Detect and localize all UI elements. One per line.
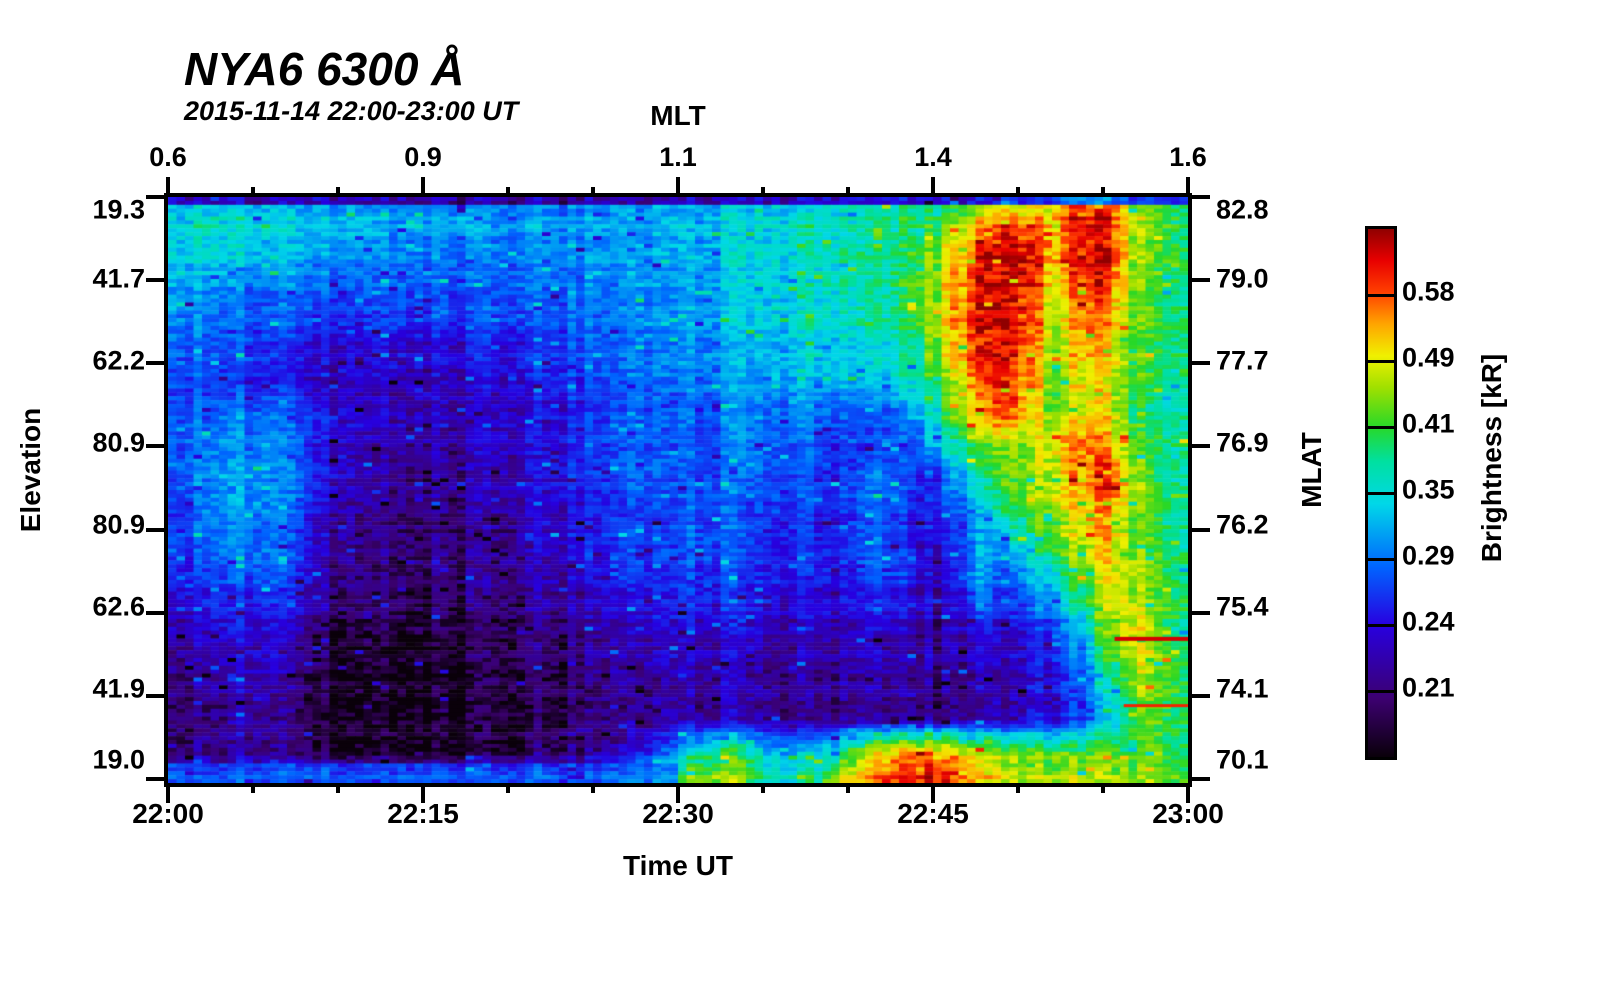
bottom-axis-tick-label: 22:15	[387, 798, 459, 829]
left-axis-tick-label: 80.9	[92, 427, 145, 458]
axis-tick	[761, 187, 765, 197]
axis-tick	[506, 187, 510, 197]
subtitle-date-range: 2015-11-14 22:00-23:00 UT	[184, 96, 519, 126]
axis-tick	[591, 187, 595, 197]
axis-tick	[146, 444, 168, 449]
axis-tick	[146, 777, 168, 781]
left-axis-tick-label: 19.3	[92, 194, 145, 225]
colorbar-tick-label: 0.29	[1402, 540, 1455, 571]
right-axis-tick-label: 77.7	[1216, 345, 1269, 376]
axis-tick	[1188, 777, 1210, 781]
axis-tick	[846, 187, 850, 197]
axis-tick	[251, 187, 255, 197]
axis-tick	[251, 783, 255, 793]
bottom-axis-tick-label: 23:00	[1152, 798, 1224, 829]
bottom-axis-title: Time UT	[623, 850, 733, 881]
colorbar-boundary	[1368, 359, 1394, 363]
page-title: NYA6 6300 Å	[184, 43, 465, 95]
axis-tick	[166, 177, 170, 197]
right-axis-tick-label: 76.9	[1216, 427, 1269, 458]
axis-tick	[931, 783, 935, 803]
axis-tick	[146, 527, 168, 532]
axis-tick	[336, 783, 340, 793]
top-axis-title: MLT	[650, 100, 706, 131]
colorbar	[1365, 226, 1397, 760]
axis-tick	[146, 361, 168, 366]
right-axis-tick-label: 82.8	[1216, 194, 1269, 225]
axis-tick	[1188, 693, 1210, 698]
axis-tick	[146, 195, 168, 199]
right-axis-title: MLAT	[1296, 432, 1327, 508]
axis-tick	[846, 783, 850, 793]
axis-tick	[336, 187, 340, 197]
bottom-axis-tick-label: 22:30	[642, 798, 714, 829]
axis-tick	[1188, 361, 1210, 366]
axis-tick	[506, 783, 510, 793]
left-axis-tick-label: 62.2	[92, 345, 145, 376]
colorbar-title: Brightness [kR]	[1476, 353, 1507, 563]
axis-tick	[676, 177, 680, 197]
axis-tick	[421, 783, 425, 803]
heatmap-plot-area	[168, 197, 1188, 783]
left-axis-tick-label: 41.7	[92, 263, 145, 294]
left-axis-tick-label: 41.9	[92, 673, 145, 704]
axis-tick	[146, 693, 168, 698]
axis-tick	[421, 177, 425, 197]
colorbar-boundary	[1368, 557, 1394, 561]
axis-tick	[1188, 278, 1210, 283]
axis-tick	[1016, 783, 1020, 793]
colorbar-tick-label: 0.41	[1402, 408, 1455, 439]
colorbar-tick-label: 0.24	[1402, 606, 1455, 637]
axis-tick	[1016, 187, 1020, 197]
top-axis-tick-label: 0.9	[404, 142, 442, 172]
colorbar-boundary	[1368, 689, 1394, 693]
axis-tick	[1188, 527, 1210, 532]
plot-frame	[164, 193, 1192, 787]
axis-tick	[931, 177, 935, 197]
axis-tick	[1188, 610, 1210, 615]
right-axis-tick-label: 74.1	[1216, 673, 1269, 704]
top-axis-tick-label: 0.6	[149, 142, 187, 172]
right-axis-tick-label: 76.2	[1216, 509, 1269, 540]
top-axis-tick-label: 1.4	[914, 142, 952, 172]
right-axis-tick-label: 70.1	[1216, 744, 1269, 775]
axis-tick	[166, 783, 170, 803]
colorbar-tick-label: 0.49	[1402, 342, 1455, 373]
axis-tick	[1101, 187, 1105, 197]
colorbar-boundary	[1368, 623, 1394, 627]
left-axis-tick-label: 19.0	[92, 744, 145, 775]
axis-tick	[761, 783, 765, 793]
axis-tick	[591, 783, 595, 793]
colorbar-tick-label: 0.35	[1402, 474, 1455, 505]
axis-tick	[146, 278, 168, 283]
axis-tick	[1188, 444, 1210, 449]
axis-tick	[1188, 195, 1210, 199]
bottom-axis-tick-label: 22:00	[132, 798, 204, 829]
top-axis-tick-label: 1.6	[1169, 142, 1207, 172]
colorbar-boundary	[1368, 491, 1394, 495]
axis-tick	[1101, 783, 1105, 793]
axis-tick	[1186, 177, 1190, 197]
axis-tick	[146, 610, 168, 615]
left-axis-tick-label: 62.6	[92, 591, 145, 622]
bottom-axis-tick-label: 22:45	[897, 798, 969, 829]
left-axis-tick-label: 80.9	[92, 509, 145, 540]
axis-tick	[676, 783, 680, 803]
colorbar-tick-label: 0.58	[1402, 276, 1455, 307]
right-axis-tick-label: 75.4	[1216, 591, 1269, 622]
axis-tick	[1186, 783, 1190, 803]
top-axis-tick-label: 1.1	[659, 142, 697, 172]
colorbar-boundary	[1368, 293, 1394, 297]
colorbar-boundary	[1368, 425, 1394, 429]
colorbar-tick-label: 0.21	[1402, 672, 1455, 703]
right-axis-tick-label: 79.0	[1216, 263, 1269, 294]
